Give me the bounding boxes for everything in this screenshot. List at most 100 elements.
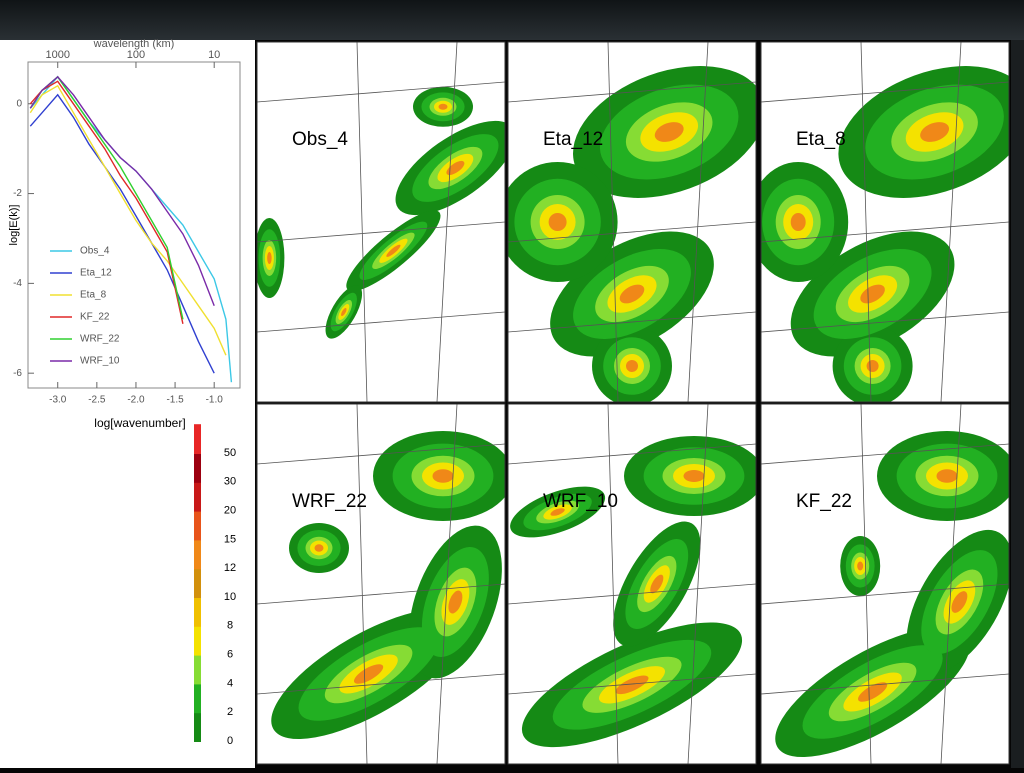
- map-frame: [256, 403, 506, 765]
- map-grid: Obs_4 Eta_12 Eta_8 WRF_22 WRF_10 KF_22: [256, 41, 1010, 765]
- map-frame: [256, 41, 506, 403]
- x-tick-label: -3.0: [49, 395, 67, 406]
- y-axis-label: log[E(k)]: [8, 205, 20, 246]
- colorbar-label: 0: [227, 735, 233, 747]
- colorbar-segment: [194, 597, 201, 627]
- panel-label: Obs_4: [292, 129, 348, 150]
- series-line: [29, 84, 227, 356]
- precip-area: [650, 574, 664, 594]
- colorbar-label: 12: [224, 562, 236, 574]
- y-tick-label: 0: [16, 98, 22, 109]
- colorbar-segment: [194, 453, 201, 483]
- x2-tick-label: 100: [127, 49, 145, 61]
- map-panel: Eta_12: [507, 41, 757, 403]
- x-axis-label: log[wavenumber]: [94, 416, 185, 430]
- precip-area: [790, 213, 806, 231]
- state-border: [761, 42, 1009, 402]
- map-field: [761, 404, 1009, 764]
- precip-area: [626, 360, 638, 372]
- map-frame: [507, 41, 757, 403]
- colorbar-segment: [194, 568, 201, 598]
- precip-area: [866, 360, 879, 372]
- precip-area: [341, 308, 347, 316]
- state-border: [257, 42, 505, 402]
- state-border: [508, 42, 756, 402]
- x-tick-label: -1.0: [206, 395, 224, 406]
- x2-tick-label: 1000: [45, 49, 69, 61]
- precip-area: [432, 469, 454, 483]
- colorbar-label: 20: [224, 505, 236, 517]
- x2-axis-label: wavelength (km): [93, 38, 175, 50]
- precip-area: [353, 664, 384, 684]
- panel-label: WRF_10: [543, 491, 618, 512]
- colorbar-segment: [194, 712, 201, 742]
- x-tick-label: -2.5: [88, 395, 106, 406]
- colorbar: 0 2 4 6 8 10 12 15 20 30 50: [194, 424, 236, 747]
- plot-frame: [27, 61, 241, 389]
- precip-area: [314, 544, 324, 552]
- map-frame: [760, 41, 1010, 403]
- legend-label: WRF_22: [80, 334, 120, 345]
- precip-area: [920, 122, 950, 142]
- colorbar-label: 30: [224, 476, 236, 488]
- state-border: [257, 404, 505, 764]
- precip-area: [857, 561, 864, 571]
- precip-area: [550, 508, 565, 516]
- precip-area: [446, 160, 465, 176]
- x-tick-label: -2.0: [127, 395, 145, 406]
- colorbar-segment: [194, 654, 201, 685]
- precip-area: [951, 591, 968, 613]
- colorbar-label: 8: [227, 620, 233, 632]
- precip-area: [683, 470, 705, 482]
- map-panel: Obs_4: [256, 41, 506, 403]
- map-panel: KF_22: [760, 403, 1010, 765]
- legend-label: WRF_10: [80, 356, 120, 367]
- colorbar-segment: [194, 424, 201, 454]
- legend-label: Obs_4: [80, 246, 110, 257]
- map-frame: [507, 403, 757, 765]
- top-bar: [0, 0, 1024, 40]
- colorbar-label: 50: [224, 447, 236, 459]
- panel-label: Eta_8: [796, 129, 846, 150]
- y-tick-label: -2: [13, 188, 22, 199]
- x-tick-label: -1.5: [166, 395, 184, 406]
- map-frame: [760, 403, 1010, 765]
- panel-label: KF_22: [796, 491, 852, 512]
- precip-area: [654, 122, 684, 142]
- colorbar-label: 6: [227, 649, 233, 661]
- precip-area: [448, 590, 463, 614]
- map-field: [257, 42, 505, 402]
- precip-area: [615, 675, 649, 695]
- spectrum-chart: -3.0 -2.5 -2.0 -1.5 -1.0 0 -2 -4 -6 1000 100 10 wave…: [8, 38, 241, 430]
- series-line: [29, 80, 184, 324]
- map-field: [508, 404, 756, 764]
- legend-label: Eta_8: [80, 290, 107, 301]
- precip-area: [860, 284, 885, 304]
- precip-area: [438, 103, 448, 110]
- colorbar-label: 4: [227, 677, 233, 689]
- colorbar-label: 2: [227, 706, 233, 718]
- map-field: [761, 42, 1009, 402]
- x2-tick-label: 10: [208, 49, 220, 61]
- series-line: [29, 93, 215, 374]
- legend-label: KF_22: [80, 312, 110, 323]
- map-field: [508, 42, 756, 402]
- left-panel: [0, 40, 255, 768]
- precip-area: [936, 469, 958, 483]
- colorbar-segment: [194, 625, 201, 656]
- state-border: [508, 404, 756, 764]
- colorbar-segment: [194, 510, 201, 541]
- map-panel: WRF_22: [256, 403, 506, 765]
- map-field: [257, 404, 505, 764]
- colorbar-label: 15: [224, 533, 236, 545]
- series-line: [29, 75, 215, 307]
- colorbar-segment: [194, 481, 201, 512]
- panel-label: WRF_22: [292, 491, 367, 512]
- precip-area: [619, 284, 645, 304]
- right-edge: [1011, 40, 1024, 768]
- precip-area: [548, 213, 567, 231]
- precip-area: [386, 244, 401, 257]
- map-panel: WRF_10: [507, 403, 757, 765]
- panel-label: Eta_12: [543, 129, 603, 150]
